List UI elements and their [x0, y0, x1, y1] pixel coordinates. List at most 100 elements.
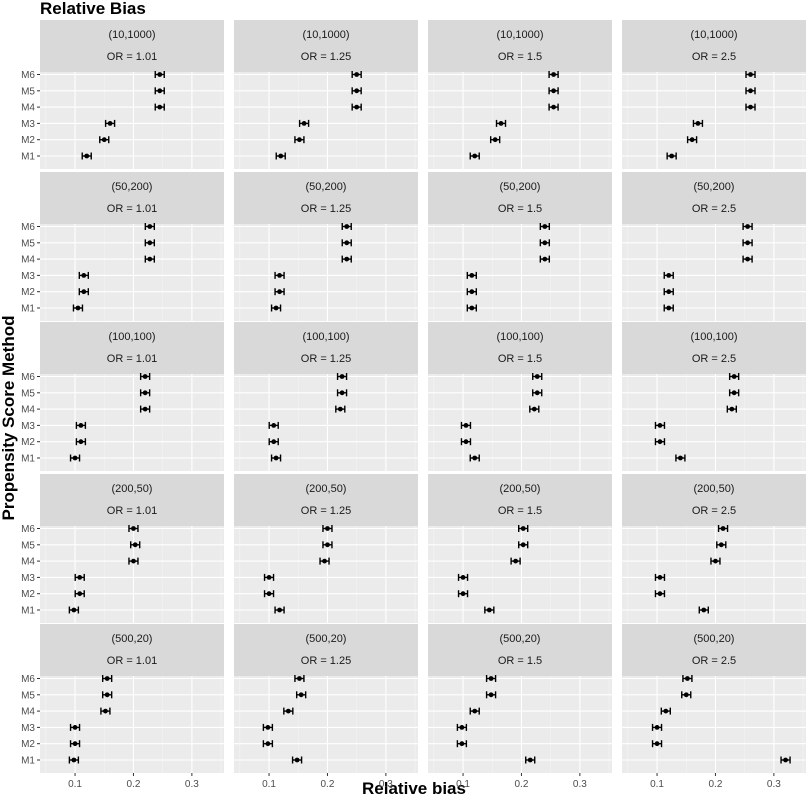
data-point — [271, 439, 277, 445]
facet-column-label: OR = 1.25 — [301, 51, 351, 63]
data-point — [731, 390, 737, 396]
panel-background — [428, 676, 612, 773]
x-tick-label: 0.3 — [379, 779, 393, 790]
data-point — [720, 526, 726, 531]
facet-strip — [234, 624, 418, 676]
data-point — [654, 741, 660, 747]
data-point — [266, 591, 272, 597]
facet-row-label: (50,200) — [306, 181, 347, 193]
data-point — [271, 423, 277, 428]
data-point — [103, 708, 108, 714]
y-tick-label: M2 — [21, 287, 35, 298]
facet-strip — [234, 474, 418, 526]
data-point — [748, 72, 753, 77]
panel-background — [622, 224, 806, 321]
data-point — [273, 305, 279, 311]
panel-background — [40, 224, 224, 321]
x-tick-label: 0.2 — [709, 779, 723, 790]
facet-strip — [428, 172, 612, 224]
data-point — [513, 558, 519, 564]
facet-column-label: OR = 1.5 — [498, 655, 542, 667]
facet-row-label: (200,50) — [112, 483, 153, 495]
y-tick-label: M1 — [21, 454, 35, 465]
data-point — [459, 725, 465, 730]
data-point — [683, 692, 689, 698]
data-point — [666, 289, 672, 295]
data-point — [339, 374, 345, 379]
chart-title: Relative Bias — [40, 0, 146, 18]
x-tick-label: 0.3 — [573, 779, 587, 790]
panel-background — [428, 526, 612, 623]
x-tick-label: 0.3 — [767, 779, 781, 790]
data-point — [748, 104, 753, 110]
data-point — [520, 526, 526, 531]
data-point — [459, 741, 465, 747]
data-point — [71, 757, 77, 763]
data-point — [551, 88, 556, 94]
data-point — [265, 741, 271, 747]
data-point — [131, 558, 136, 564]
facet-row-label: (100,100) — [302, 331, 349, 343]
data-point — [666, 305, 672, 311]
data-point — [534, 390, 540, 396]
panel-background — [234, 72, 418, 169]
y-tick-label: M3 — [21, 119, 35, 130]
data-point — [81, 289, 87, 295]
y-tick-label: M1 — [21, 304, 35, 315]
panel-background — [40, 72, 224, 169]
y-tick-label: M5 — [21, 388, 35, 399]
facet-row-label: (50,200) — [694, 181, 735, 193]
data-point — [72, 741, 78, 747]
facet-column-label: OR = 1.25 — [301, 655, 351, 667]
facet-row-label: (500,20) — [112, 633, 153, 645]
y-tick-label: M4 — [21, 255, 35, 266]
y-tick-label: M1 — [21, 756, 35, 767]
facet-column-label: OR = 2.5 — [692, 203, 736, 215]
data-point — [745, 256, 750, 262]
data-point — [354, 88, 360, 94]
data-point — [78, 439, 84, 445]
facet-strip — [234, 172, 418, 224]
data-point — [147, 224, 153, 229]
facet-column-label: OR = 1.5 — [498, 203, 542, 215]
facet-row-label: (10,1000) — [302, 29, 349, 41]
data-point — [657, 423, 663, 428]
data-point — [486, 607, 492, 613]
y-tick-label: M5 — [21, 540, 35, 551]
y-tick-label: M6 — [21, 70, 35, 81]
facet-row-label: (200,50) — [694, 483, 735, 495]
panel-background — [428, 374, 612, 471]
panel-background — [622, 374, 806, 471]
data-point — [689, 137, 695, 143]
facet-strip — [428, 474, 612, 526]
facet-strip — [622, 322, 806, 374]
data-point — [142, 390, 148, 396]
facet-strip — [234, 20, 418, 72]
facet-strip — [40, 474, 224, 526]
x-tick-label: 0.1 — [68, 779, 82, 790]
data-point — [157, 88, 163, 94]
facet-row-label: (200,50) — [500, 483, 541, 495]
data-point — [266, 575, 272, 580]
data-point — [301, 121, 307, 126]
y-tick-label: M2 — [21, 437, 35, 448]
facet-column-label: OR = 1.01 — [107, 353, 157, 365]
data-point — [277, 607, 282, 613]
y-tick-label: M6 — [21, 524, 35, 535]
data-point — [654, 725, 660, 730]
data-point — [72, 455, 78, 461]
panel-background — [40, 676, 224, 773]
data-point — [695, 121, 701, 126]
data-point — [344, 224, 350, 229]
panel-background — [40, 526, 224, 623]
y-tick-label: M1 — [21, 606, 35, 617]
facet-column-label: OR = 1.01 — [107, 505, 157, 517]
data-point — [104, 692, 110, 698]
data-point — [78, 423, 84, 428]
data-point — [325, 542, 330, 548]
facet-column-label: OR = 2.5 — [692, 505, 736, 517]
data-point — [325, 526, 330, 531]
data-point — [101, 137, 107, 143]
data-point — [731, 374, 737, 379]
